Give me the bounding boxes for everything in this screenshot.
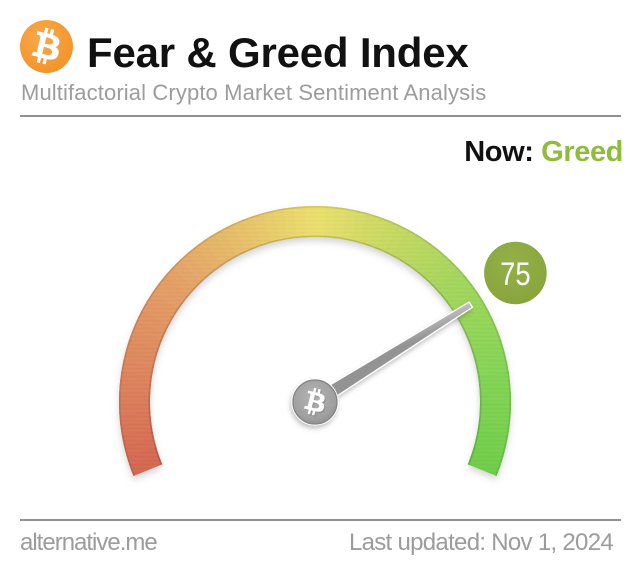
svg-text:75: 75 (500, 256, 531, 292)
